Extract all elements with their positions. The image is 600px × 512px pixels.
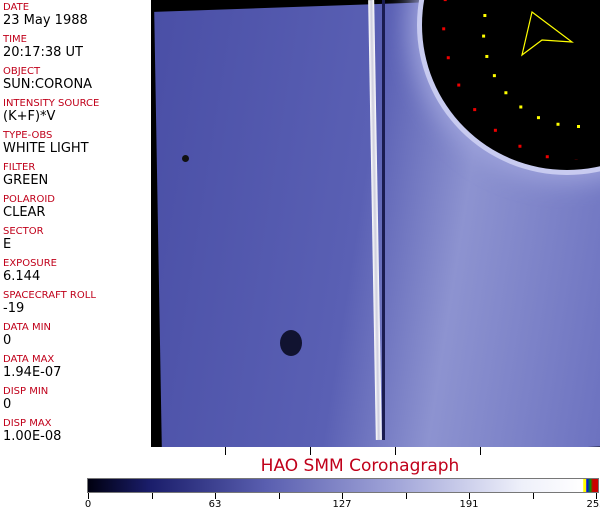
field-value: WHITE LIGHT xyxy=(3,141,89,156)
marker-dot xyxy=(482,34,486,38)
field-label: DISP MIN xyxy=(3,386,49,397)
colorbar-tick xyxy=(405,493,407,499)
marker-dot xyxy=(577,125,580,128)
field-value: CLEAR xyxy=(3,205,46,220)
marker-dot xyxy=(504,91,508,95)
field-value: GREEN xyxy=(3,173,49,188)
pylon-shadow xyxy=(382,0,385,440)
field-value: SUN:CORONA xyxy=(3,77,93,92)
field-label: DATA MAX xyxy=(3,354,55,365)
marker-dot xyxy=(492,74,496,78)
marker-dot xyxy=(442,27,446,31)
field-type-obs: TYPE-OBS WHITE LIGHT xyxy=(3,130,89,156)
marker-dot xyxy=(518,144,522,148)
colorbar-tick xyxy=(596,493,597,499)
colorbar-tick-label: 127 xyxy=(332,499,352,510)
field-label: TYPE-OBS xyxy=(3,130,53,141)
colorbar-tick xyxy=(151,493,153,499)
field-value: 1.00E-08 xyxy=(3,429,62,444)
colorbar-tick xyxy=(532,493,534,499)
field-value: 20:17:38 UT xyxy=(3,45,83,60)
marker-dot xyxy=(485,54,489,58)
marker-dot xyxy=(457,83,461,87)
field-value: E xyxy=(3,237,12,252)
marker-dot xyxy=(536,116,540,120)
colorbar-tick-label: 191 xyxy=(459,499,479,510)
field-sector: SECTOR E xyxy=(3,226,44,252)
field-value: 6.144 xyxy=(3,269,41,284)
colorbar-tick xyxy=(469,493,470,499)
field-label: OBJECT xyxy=(3,66,41,77)
marker-dot xyxy=(519,105,523,109)
field-label: DISP MAX xyxy=(3,418,52,429)
colorbar-tick-label: 255 xyxy=(586,499,600,510)
field-value: -19 xyxy=(3,301,25,316)
coronagraph-image xyxy=(152,0,600,447)
field-intensity-source: INTENSITY SOURCE (K+F)*V xyxy=(3,98,99,124)
field-data-max: DATA MAX 1.94E-07 xyxy=(3,354,61,380)
field-value: 1.94E-07 xyxy=(3,365,62,380)
field-label: POLAROID xyxy=(3,194,56,205)
colorbar-tick xyxy=(88,493,89,499)
chart-title: HAO SMM Coronagraph xyxy=(260,456,460,476)
marker-dot xyxy=(483,14,487,18)
field-spacecraft-roll: SPACECRAFT ROLL -19 xyxy=(3,290,96,316)
marker-dot xyxy=(446,56,450,60)
colorbar-tick xyxy=(342,493,343,499)
field-exposure: EXPOSURE 6.144 xyxy=(3,258,57,284)
field-value: 0 xyxy=(3,397,12,412)
orientation-triangle xyxy=(521,10,574,57)
marker-dot xyxy=(556,122,560,126)
field-label: FILTER xyxy=(3,162,36,173)
field-filter: FILTER GREEN xyxy=(3,162,48,188)
field-label: SECTOR xyxy=(3,226,44,237)
marker-dot xyxy=(545,155,549,159)
field-date: DATE 23 May 1988 xyxy=(3,2,88,28)
overlay-markers xyxy=(442,0,580,160)
field-object: OBJECT SUN:CORONA xyxy=(3,66,92,92)
field-value: (K+F)*V xyxy=(3,109,56,124)
field-label: DATA MIN xyxy=(3,322,51,333)
metadata-panel: DATE 23 May 1988 TIME 20:17:38 UT OBJECT SUN:… xyxy=(0,0,152,447)
colorbar-tick xyxy=(215,493,216,499)
field-label: DATE xyxy=(3,2,30,13)
field-label: TIME xyxy=(3,34,28,45)
field-disp-min: DISP MIN 0 xyxy=(3,386,48,412)
field-label: EXPOSURE xyxy=(3,258,58,269)
field-time: TIME 20:17:38 UT xyxy=(3,34,83,60)
colorbar-tick xyxy=(278,493,280,499)
field-data-min: DATA MIN 0 xyxy=(3,322,51,348)
dark-spot xyxy=(280,330,302,356)
colorbar-tick-label: 0 xyxy=(84,499,92,510)
dust-spot xyxy=(182,155,189,162)
field-label: INTENSITY SOURCE xyxy=(3,98,100,109)
field-polaroid: POLAROID CLEAR xyxy=(3,194,55,220)
colorbar-tick-label: 63 xyxy=(208,499,222,510)
field-value: 23 May 1988 xyxy=(3,13,88,28)
field-label: SPACECRAFT ROLL xyxy=(3,290,96,301)
colorbar xyxy=(87,478,599,493)
field-disp-max: DISP MAX 1.00E-08 xyxy=(3,418,61,444)
marker-dot xyxy=(493,128,497,132)
field-value: 0 xyxy=(3,333,12,348)
marker-dot xyxy=(443,0,447,2)
marker-dot xyxy=(473,108,477,112)
